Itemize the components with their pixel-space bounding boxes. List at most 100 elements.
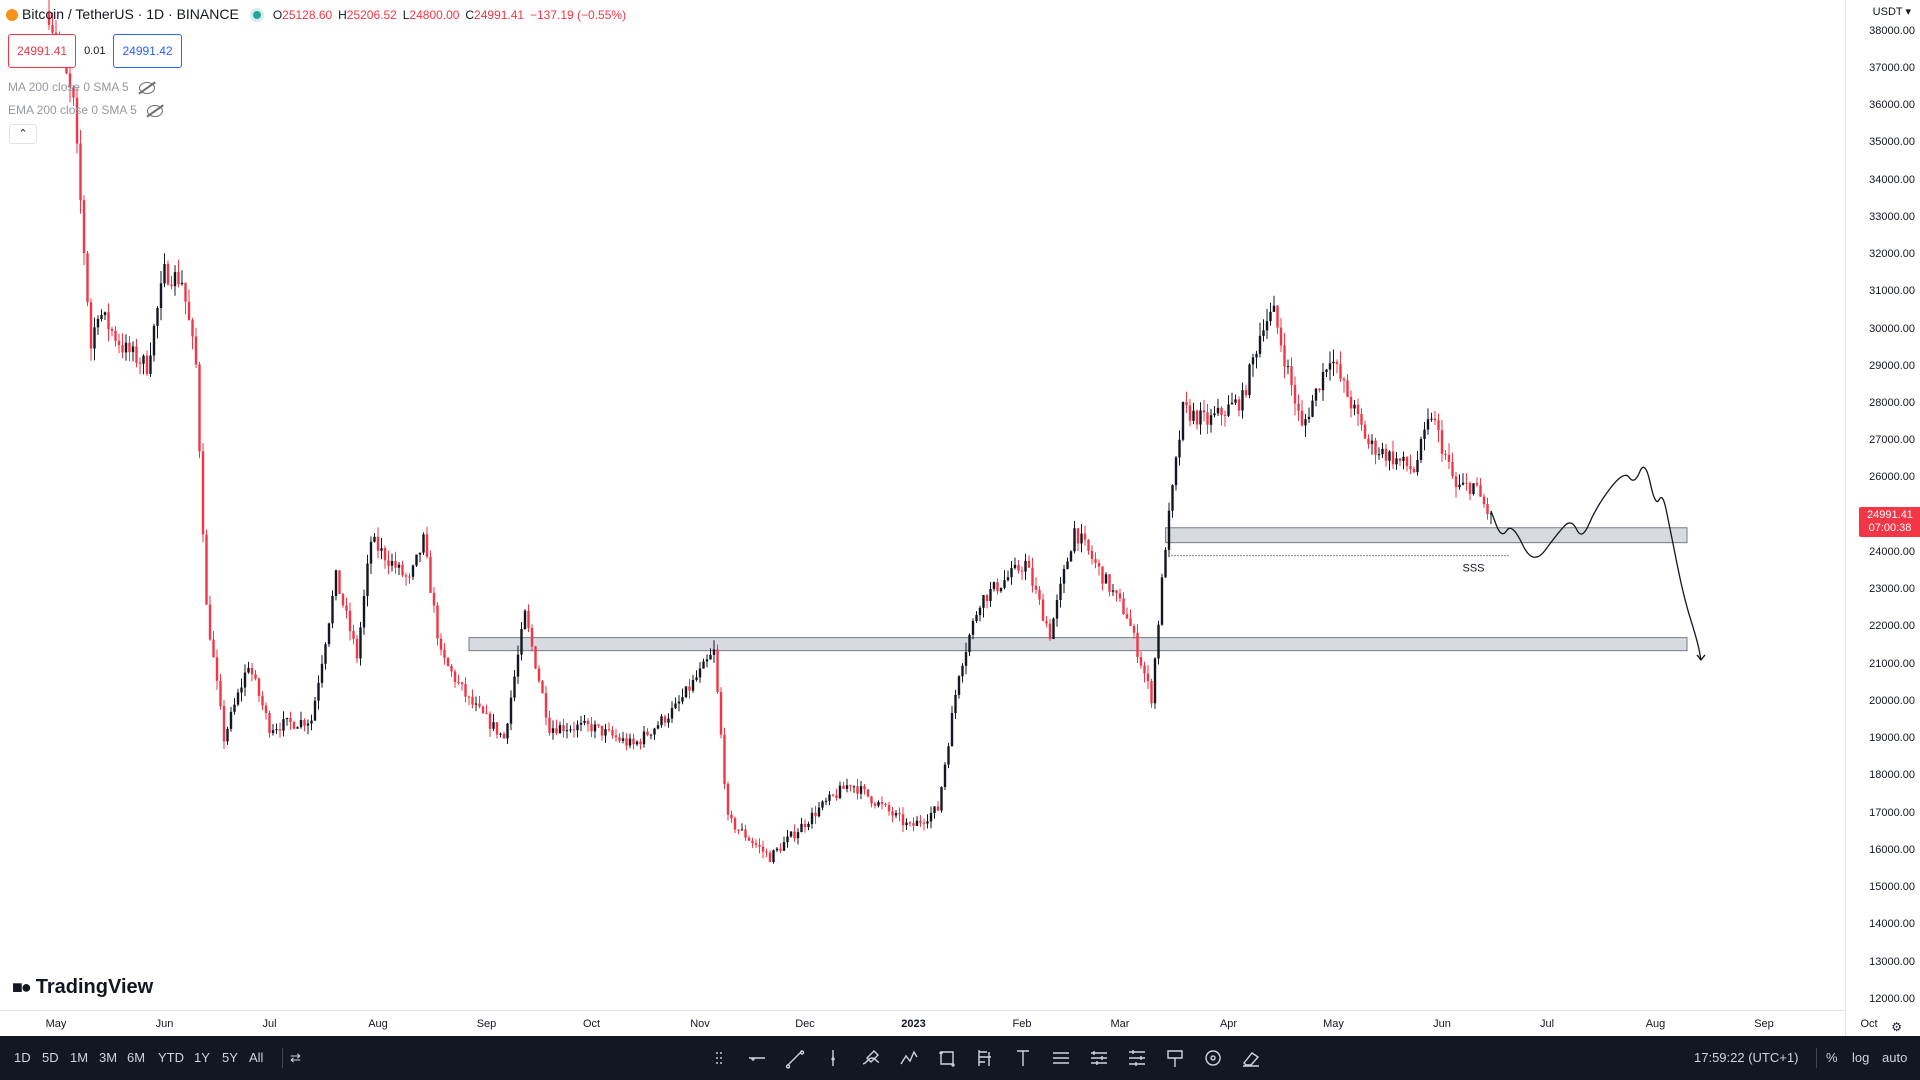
price-tick: 23000.00 <box>1869 583 1915 596</box>
candle-down <box>544 693 548 718</box>
price-tick: 16000.00 <box>1869 843 1915 856</box>
candle-down <box>803 823 807 828</box>
text-icon[interactable] <box>1004 1040 1042 1076</box>
candle-down <box>908 822 912 824</box>
log-toggle[interactable]: log <box>1852 1050 1870 1065</box>
candle-up <box>1461 482 1465 485</box>
candle-down <box>194 336 198 365</box>
candle-down <box>1335 361 1339 365</box>
collapse-legend-button[interactable]: ⌃ <box>9 124 37 144</box>
eraser-icon[interactable] <box>1232 1040 1270 1076</box>
candle-up <box>1153 658 1157 704</box>
rectangle-icon[interactable] <box>928 1040 966 1076</box>
candle-down <box>208 604 212 640</box>
chart-settings-icon[interactable]: ⚙ <box>1891 1020 1902 1034</box>
buy-button[interactable]: 24991.42 <box>113 34 182 68</box>
support-zone-rectangle[interactable] <box>1165 527 1688 544</box>
candle-up <box>334 570 338 597</box>
parallel-channel-icon[interactable] <box>1080 1040 1118 1076</box>
indicator-ema[interactable]: EMA 200 close 0 SMA 5 <box>8 103 163 117</box>
vertical-line-icon[interactable] <box>814 1040 852 1076</box>
candle-down <box>1188 405 1192 421</box>
candle-up <box>1024 560 1027 572</box>
range-button-5y[interactable]: 5Y <box>222 1050 238 1065</box>
price-tick: 21000.00 <box>1869 657 1915 670</box>
candle-down <box>355 638 359 659</box>
candle-up <box>992 582 996 589</box>
candle-up <box>1423 429 1426 440</box>
candle-up <box>1013 564 1017 569</box>
support-zone-rectangle[interactable] <box>468 637 1688 652</box>
candle-down <box>191 320 194 337</box>
candle-down <box>1391 451 1395 465</box>
candle-down <box>898 813 901 815</box>
candle-down <box>47 12 51 25</box>
candle-down <box>793 831 796 839</box>
clock[interactable]: 17:59:22 (UTC+1) <box>1694 1050 1799 1065</box>
candle-up <box>660 716 663 726</box>
range-button-ytd[interactable]: YTD <box>158 1050 184 1065</box>
candle-down <box>1318 388 1321 391</box>
eye-hidden-icon[interactable] <box>146 104 163 117</box>
candle-down <box>1486 504 1489 514</box>
candle-up <box>1241 390 1244 411</box>
candle-down <box>866 789 870 797</box>
lines-icon[interactable] <box>1042 1040 1080 1076</box>
candle-down <box>467 696 471 698</box>
horizontal-line-icon[interactable] <box>738 1040 776 1076</box>
candle-up <box>1332 361 1335 364</box>
candle-up <box>828 794 831 801</box>
range-button-all[interactable]: All <box>249 1050 264 1065</box>
candle-down <box>1454 476 1458 488</box>
candle-down <box>495 722 499 735</box>
trend-line-icon[interactable] <box>776 1040 814 1076</box>
candle-down <box>1118 593 1122 599</box>
candle-down <box>250 667 254 675</box>
candle-up <box>709 654 712 660</box>
indicator-ma[interactable]: MA 200 close 0 SMA 5 <box>8 80 155 94</box>
candle-up <box>296 727 299 729</box>
candle-up <box>359 627 362 659</box>
range-button-1d[interactable]: 1D <box>14 1050 31 1065</box>
circle-icon[interactable] <box>1194 1040 1232 1076</box>
candle-up <box>1248 364 1251 396</box>
tradingview-logo[interactable]: ■● TradingView <box>12 976 153 999</box>
projection-arrow-icon <box>1696 654 1706 661</box>
symbol-title[interactable]: Bitcoin / TetherUS · 1D · BINANCE <box>22 6 239 22</box>
candle-down <box>873 803 877 806</box>
range-button-1y[interactable]: 1Y <box>194 1050 210 1065</box>
range-button-6m[interactable]: 6M <box>127 1050 146 1065</box>
projection-brush-path[interactable] <box>1490 466 1702 661</box>
candle-down <box>1087 539 1090 551</box>
candle-up <box>509 697 513 724</box>
candle-down <box>453 671 457 683</box>
price-tick: 14000.00 <box>1869 918 1915 931</box>
candle-down <box>485 712 488 714</box>
candle-up <box>670 708 674 719</box>
ruler-icon[interactable] <box>1118 1040 1156 1076</box>
fib-icon[interactable] <box>966 1040 1004 1076</box>
brush-icon[interactable] <box>852 1040 890 1076</box>
time-tick: Oct <box>582 1018 601 1030</box>
auto-toggle[interactable]: auto <box>1882 1050 1908 1065</box>
candle-down <box>1143 665 1146 674</box>
time-axis[interactable]: May Jun Jul Aug Sep Oct Nov Dec 2023 Feb Mar Apr May… <box>0 1010 1878 1037</box>
candle-down <box>68 73 72 88</box>
price-chart[interactable]: SSS <box>0 0 1845 1010</box>
range-button-3m[interactable]: 3M <box>99 1050 118 1065</box>
eye-hidden-icon[interactable] <box>138 81 155 94</box>
percent-toggle[interactable]: % <box>1826 1050 1838 1065</box>
date-range-icon[interactable]: ⇄ <box>290 1050 301 1065</box>
change-value: −137.19 (−0.55%) <box>530 8 627 22</box>
candle-down <box>436 605 439 639</box>
drag-handle-icon[interactable] <box>700 1040 738 1076</box>
range-button-5d[interactable]: 5D <box>42 1050 59 1065</box>
path-icon[interactable] <box>890 1040 928 1076</box>
range-button-1m[interactable]: 1M <box>70 1050 89 1065</box>
price-axis[interactable]: USDT ▾ 38000.00 37000.00 36000.00 35000.00 3… <box>1845 0 1920 1036</box>
sell-button[interactable]: 24991.41 <box>8 34 77 68</box>
candle-down <box>730 814 733 819</box>
candle-up <box>684 686 688 698</box>
pin-icon[interactable] <box>1156 1040 1194 1076</box>
currency-selector[interactable]: USDT ▾ <box>1872 6 1911 18</box>
